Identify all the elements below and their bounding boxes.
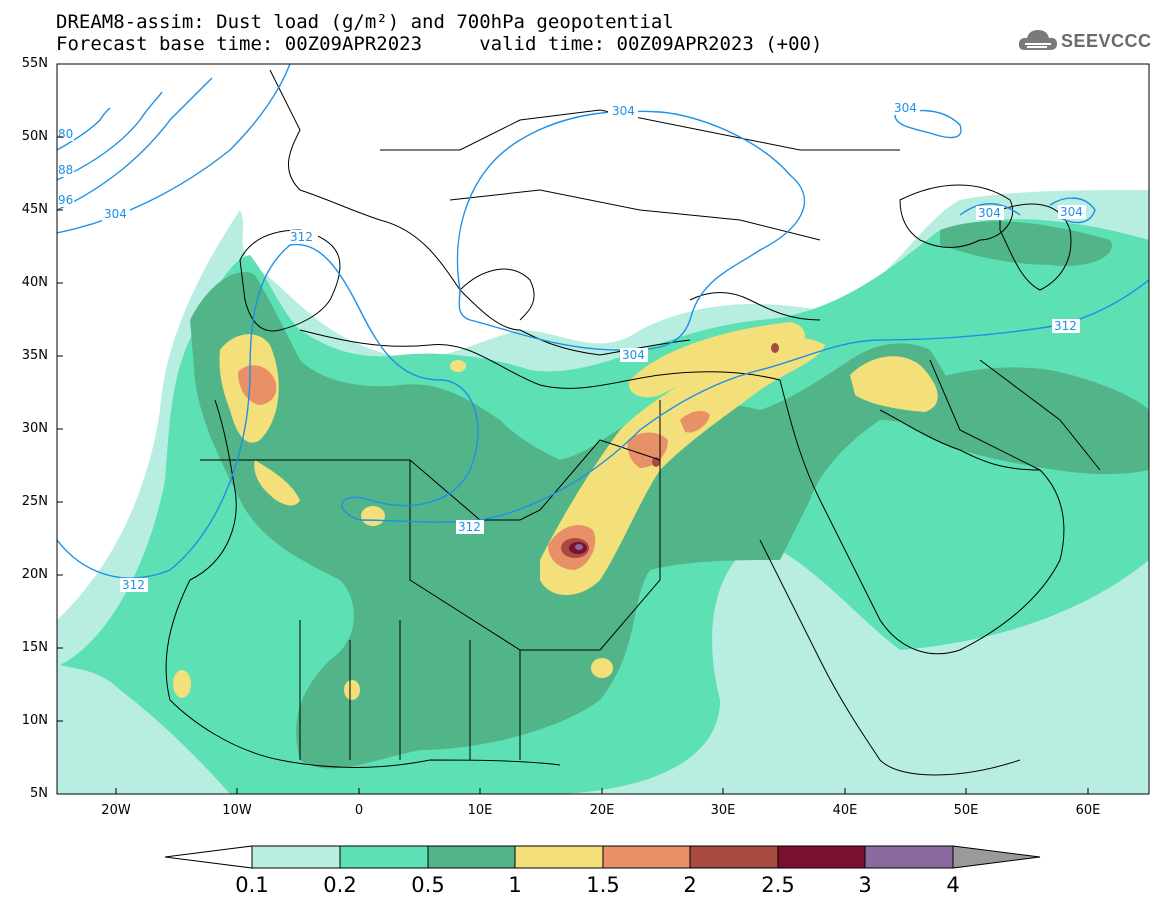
- dust-level-1-med: [629, 322, 805, 398]
- contour-280: [57, 107, 111, 151]
- contour-288: [57, 91, 163, 181]
- logo-text: SEEVCCC: [1061, 31, 1152, 51]
- lon-label: 60E: [1075, 803, 1101, 818]
- lat-label: 25N: [21, 494, 48, 509]
- dust-level-1-plume: [540, 337, 825, 595]
- contour-label: 80: [58, 127, 73, 141]
- coastlines: [165, 69, 1101, 776]
- contour-312: [57, 243, 1149, 579]
- lat-label: 50N: [21, 129, 48, 144]
- dust-level-1.5-morocco: [238, 365, 277, 405]
- colorbar-high-arrow: [952, 845, 1041, 869]
- lat-label: 45N: [21, 202, 48, 217]
- contour-296: [57, 77, 213, 211]
- chart-title: DREAM8-assim: Dust load (g/m²) and 700hP…: [56, 11, 674, 33]
- colorbar-bin: [602, 845, 691, 869]
- north-africa-coast: [299, 329, 781, 389]
- colorbar-bin: [339, 845, 429, 869]
- lat-label: 35N: [21, 348, 48, 363]
- contour-label: 312: [290, 230, 313, 244]
- colorbar: [164, 845, 1041, 869]
- contour-label: 304: [1060, 205, 1083, 219]
- colorbar-label: 4: [946, 873, 960, 897]
- colorbar-label: 1.5: [586, 873, 620, 897]
- colorbar-label: 0.1: [235, 873, 269, 897]
- colorbar-label: 0.5: [411, 873, 445, 897]
- iberia-coast: [239, 229, 341, 332]
- contour-304-caspian: [959, 197, 1096, 224]
- colorbar-bin: [864, 845, 954, 869]
- dust-level-1-spot: [173, 670, 191, 698]
- colorbar-bin: [689, 845, 779, 869]
- caspian-coast: [999, 203, 1072, 291]
- lat-label: 40N: [21, 275, 48, 290]
- colorbar-bin: [777, 845, 866, 869]
- lat-label: 55N: [21, 56, 48, 71]
- libya-borders: [409, 439, 661, 521]
- colorbar-bin: [427, 845, 516, 869]
- colorbar-bin: [514, 845, 604, 869]
- dust-level-1.5-egypt: [680, 410, 710, 433]
- dust-level-2-spot: [771, 343, 779, 353]
- black-sea-coast: [899, 184, 1014, 248]
- lon-label: 20W: [101, 803, 131, 818]
- contour-label: 88: [58, 163, 73, 177]
- dust-level-1-spot: [344, 680, 360, 700]
- contour-label: 312: [1054, 319, 1077, 333]
- lon-label: 0: [354, 803, 364, 818]
- colorbar-label: 2: [683, 873, 697, 897]
- forecast-time-line: Forecast base time: 00Z09APR2023 valid t…: [56, 33, 823, 55]
- contour-label: 96: [58, 193, 73, 207]
- lat-label: 15N: [21, 640, 48, 655]
- contour-label: 312: [122, 578, 145, 592]
- lat-label: 10N: [21, 713, 48, 728]
- contour-label: 304: [894, 101, 917, 115]
- turkey-coast: [689, 292, 821, 321]
- lon-label: 50E: [953, 803, 979, 818]
- lat-label: 20N: [21, 567, 48, 582]
- lat-label: 30N: [21, 421, 48, 436]
- colorbar-bin: [251, 845, 341, 869]
- contour-label: 304: [612, 104, 635, 118]
- dust-level-3-core: [575, 544, 583, 550]
- colorbar-low-arrow: [164, 845, 253, 869]
- colorbar-label: 0.2: [323, 873, 357, 897]
- colorbar-label: 2.5: [761, 873, 795, 897]
- dust-level-1-spot: [591, 658, 613, 678]
- lon-label: 40E: [832, 803, 858, 818]
- contour-304-russia: [894, 109, 962, 139]
- colorbar-label: 3: [858, 873, 872, 897]
- dust-level-1-spot: [361, 506, 385, 526]
- lon-label: 20E: [589, 803, 615, 818]
- dust-level-1-spot: [450, 360, 466, 372]
- lon-label: 10W: [222, 803, 252, 818]
- contour-label: 304: [978, 206, 1001, 220]
- middle-east-borders: [929, 359, 1101, 471]
- axis-ticks: [57, 63, 1089, 794]
- contour-labels: 304 304 304 304 304 304 312 312 312 312 …: [58, 101, 1086, 592]
- contour-304-europe: [456, 110, 806, 351]
- lon-label: 10E: [467, 803, 493, 818]
- contour-label: 312: [458, 520, 481, 534]
- horn-coast: [759, 539, 1021, 776]
- dust-level-1-iraq: [850, 356, 938, 412]
- cloud-icon: [1018, 30, 1057, 50]
- europe-coast: [269, 69, 691, 356]
- contour-label: 304: [622, 348, 645, 362]
- seevccc-logo: SEEVCCC: [1017, 24, 1157, 58]
- dust-level-1-sahara-west: [254, 460, 300, 506]
- lat-label: 5N: [30, 786, 48, 801]
- sahel-borders: [299, 620, 521, 760]
- italy-coast: [459, 268, 535, 321]
- arabia-coast: [779, 379, 1065, 655]
- colorbar-label: 1: [508, 873, 522, 897]
- europe-borders: [380, 109, 900, 241]
- lon-label: 30E: [710, 803, 736, 818]
- dust-field: [57, 190, 1149, 794]
- contour-label: 304: [104, 207, 127, 221]
- west-africa-coast: [165, 399, 561, 768]
